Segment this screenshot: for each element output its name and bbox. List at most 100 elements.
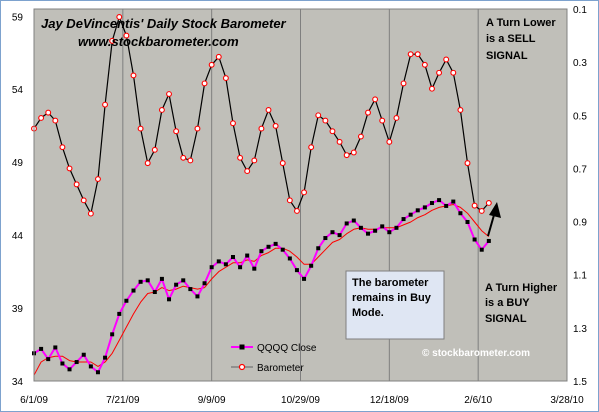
qqqq-close-point: [380, 224, 385, 229]
barometer-point: [137, 125, 144, 132]
barometer-point: [407, 51, 414, 58]
qqqq-close-point: [472, 237, 477, 242]
plot-border: [33, 8, 568, 382]
qqqq-close-point: [408, 212, 413, 217]
note-line-2: remains in Buy: [352, 292, 432, 304]
barometer-point: [173, 128, 180, 135]
barometer-point: [109, 37, 116, 44]
qqqq-close-point: [444, 203, 449, 208]
right-tick-label: 0.3: [573, 58, 587, 69]
qqqq-close-point: [124, 298, 129, 303]
qqqq-close-point: [351, 218, 356, 223]
qqqq-close-point: [167, 297, 172, 302]
qqqq-close-point: [316, 246, 321, 251]
qqqq-close-point: [95, 370, 100, 375]
qqqq-close-point: [238, 265, 243, 270]
barometer-point: [400, 80, 407, 87]
x-tick-label: 12/18/09: [370, 395, 409, 406]
qqqq-close-point: [373, 228, 378, 233]
turn-higher-arrow: [487, 202, 501, 237]
x-tick-label: 6/1/09: [20, 395, 48, 406]
qqqq-close-point: [479, 247, 484, 252]
barometer-point: [194, 125, 201, 132]
qqqq-close-point: [273, 241, 278, 246]
qqqq-close-point: [323, 236, 328, 241]
barometer-point: [130, 72, 137, 79]
qqqq-close-point: [451, 199, 456, 204]
qqqq-close-point: [366, 231, 371, 236]
qqqq-close-point: [309, 263, 314, 268]
left-tick-label: 54: [12, 85, 24, 96]
qqqq-close-point: [422, 205, 427, 210]
qqqq-close-point: [103, 355, 108, 360]
watermark-text: © stockbarometer.com: [422, 348, 530, 359]
qqqq-close-point: [458, 211, 463, 216]
qqqq-close-point: [486, 238, 491, 243]
qqqq-close-point: [280, 247, 285, 252]
barometer-point: [258, 125, 265, 132]
right-tick-label: 0.1: [573, 5, 587, 16]
barometer-point: [464, 160, 471, 167]
left-tick-label: 34: [12, 377, 24, 388]
qqqq-close-point: [138, 279, 143, 284]
barometer-point: [471, 202, 478, 209]
qqqq-close-point: [159, 276, 164, 281]
qqqq-close-point: [110, 332, 115, 337]
barometer-point: [357, 133, 364, 140]
qqqq-close-point: [67, 367, 72, 372]
left-axis-ticks: 59 54 49 44 39 34: [12, 12, 24, 388]
barometer-point: [151, 146, 158, 153]
barometer-point: [308, 144, 315, 151]
qqqq-close-point: [46, 357, 51, 362]
barometer-point: [293, 207, 300, 214]
qqqq-close-point: [358, 225, 363, 230]
buy-annotation-line-2: is a BUY: [485, 297, 530, 309]
x-tick-label: 2/6/10: [464, 395, 492, 406]
barometer-point: [187, 157, 194, 164]
barometer-point: [201, 80, 208, 87]
grid-lines: [122, 9, 479, 381]
qqqq-close-point: [394, 225, 399, 230]
left-tick-label: 44: [12, 231, 24, 242]
barometer-point: [386, 138, 393, 145]
qqqq-close-point: [259, 249, 264, 254]
left-tick-label: 59: [12, 12, 24, 23]
qqqq-close-point: [117, 311, 122, 316]
qqqq-close-point: [195, 294, 200, 299]
barometer-point: [102, 101, 109, 108]
note-line-3: Mode.: [352, 307, 384, 319]
barometer-point: [279, 160, 286, 167]
qqqq-close-point: [401, 217, 406, 222]
legend-label-qqqq-close: QQQQ Close: [257, 343, 317, 354]
x-axis-ticks: 6/1/09 7/21/09 9/9/09 10/29/09 12/18/09 2/6/1…: [20, 395, 584, 406]
barometer-point: [116, 14, 123, 20]
qqqq-close-point: [60, 361, 65, 366]
barometer-point: [95, 176, 101, 183]
barometer-point: [230, 120, 236, 127]
x-tick-label: 7/21/09: [106, 395, 140, 406]
buy-annotation-line-1: A Turn Higher: [485, 282, 558, 294]
qqqq-close-point: [39, 346, 44, 351]
qqqq-close-point: [245, 253, 250, 258]
qqqq-close-point: [230, 255, 235, 259]
qqqq-close-point: [209, 265, 214, 270]
barometer-point: [215, 53, 222, 60]
barometer-point: [180, 154, 187, 161]
barometer-point: [80, 197, 87, 204]
x-tick-label: 3/28/10: [550, 395, 584, 406]
chart-title: Jay DeVincentis' Daily Stock Barometer: [41, 16, 287, 31]
barometer-point: [350, 149, 357, 156]
barometer-point: [457, 107, 464, 113]
barometer-point: [52, 117, 59, 124]
barometer-point: [429, 85, 435, 92]
qqqq-close-point: [429, 201, 434, 206]
qqqq-close-point: [266, 244, 271, 249]
legend-item-barometer: Barometer: [231, 363, 304, 374]
barometer-point: [329, 128, 336, 135]
barometer-point: [123, 32, 130, 39]
x-tick-label: 9/9/09: [198, 395, 226, 406]
barometer-point: [443, 56, 450, 63]
barometer-point: [166, 91, 172, 97]
barometer-point: [336, 138, 343, 145]
